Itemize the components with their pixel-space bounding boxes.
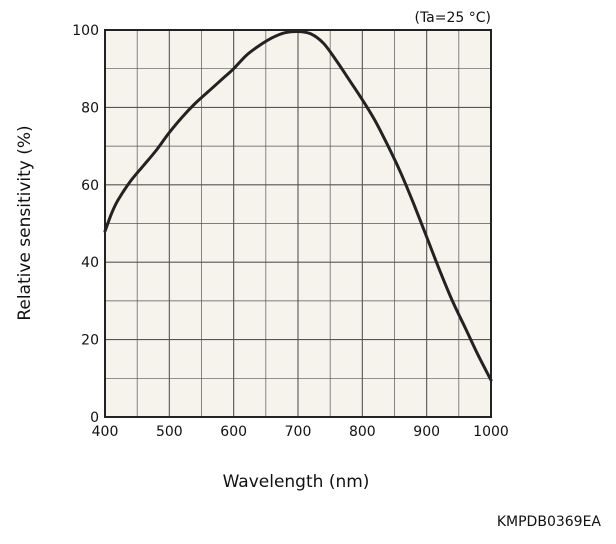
condition-label: (Ta=25 °C) <box>414 10 491 26</box>
x-tick-label: 900 <box>413 424 440 440</box>
x-tick-label: 500 <box>156 424 183 440</box>
y-axis-title: Relative sensitivity (%) <box>15 125 35 320</box>
x-axis-title: Wavelength (nm) <box>223 472 370 492</box>
y-tick-labels: 0 20 40 60 80 100 <box>72 23 99 426</box>
figure-code: KMPDB0369EA <box>497 514 602 530</box>
x-tick-label: 800 <box>349 424 376 440</box>
x-tick-label: 1000 <box>473 424 509 440</box>
y-tick-label: 20 <box>81 333 99 349</box>
x-tick-label: 700 <box>285 424 312 440</box>
x-tick-label: 600 <box>220 424 247 440</box>
sensitivity-curve <box>103 29 493 382</box>
y-tick-label: 40 <box>81 255 99 271</box>
y-tick-label: 0 <box>90 410 99 426</box>
y-tick-label: 80 <box>81 100 99 116</box>
major-gridlines <box>105 30 491 417</box>
y-tick-label: 100 <box>72 23 99 39</box>
plot-frame <box>104 29 492 418</box>
x-tick-label: 400 <box>92 424 119 440</box>
y-tick-label: 60 <box>81 178 99 194</box>
x-tick-labels: 400 500 600 700 800 900 1000 <box>92 424 509 440</box>
